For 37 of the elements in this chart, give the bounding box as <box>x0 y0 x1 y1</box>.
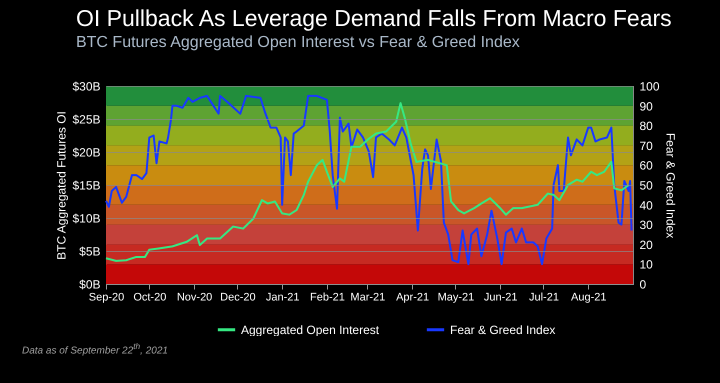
legend-label: Aggregated Open Interest <box>241 322 380 337</box>
chart-title: OI Pullback As Leverage Demand Falls From Macro Fears <box>76 5 672 31</box>
x-tick-label: Feb-21 <box>310 292 345 304</box>
y2-tick-label: 60 <box>640 158 654 173</box>
y-tick-label: $20B <box>72 146 100 160</box>
y-axis-title: BTC Aggregated Futures OI <box>54 111 68 260</box>
x-tick-label: Jan-21 <box>266 292 300 304</box>
x-tick-label: Sep-20 <box>88 292 124 304</box>
x-tick-label: Oct-20 <box>133 292 166 304</box>
y2-tick-label: 90 <box>640 99 654 114</box>
y2-tick-label: 70 <box>640 138 654 153</box>
x-tick-label: Dec-20 <box>220 292 256 304</box>
text: Data as of September 22$^{th}$, 2021 <box>22 340 168 358</box>
y2-tick-label: 20 <box>640 238 654 252</box>
y-tick-label: $0B <box>79 278 100 292</box>
y2-tick-label: 10 <box>640 258 654 272</box>
y-tick-label: $10B <box>72 212 100 226</box>
y-tick-label: $30B <box>72 80 100 94</box>
y2-tick-label: 30 <box>640 218 654 232</box>
y2-tick-label: 80 <box>640 119 654 134</box>
x-tick-label: Apr-21 <box>396 292 430 304</box>
chart-subtitle: BTC Futures Aggregated Open Interest vs Fear & Greed Index <box>76 34 520 51</box>
y2-tick-label: 50 <box>640 178 654 192</box>
x-tick-label: Aug-21 <box>571 292 606 304</box>
y-tick-label: $25B <box>72 112 100 126</box>
x-tick-label: May-21 <box>438 292 474 304</box>
x-tick-label: Jun-21 <box>484 292 518 304</box>
y-tick-label: $5B <box>79 244 100 258</box>
y2-tick-label: 40 <box>640 198 654 212</box>
y-tick-label: $15B <box>72 178 100 192</box>
x-tick-label: Jul-21 <box>529 292 559 304</box>
legend-label: Fear & Greed Index <box>450 322 556 337</box>
x-tick-label: Nov-20 <box>176 292 212 304</box>
y2-axis-title: Fear & Greed Index <box>664 132 678 238</box>
x-tick-label: Mar-21 <box>350 292 386 304</box>
y2-tick-label: 0 <box>640 278 646 292</box>
y2-tick-label: 100 <box>640 80 660 94</box>
